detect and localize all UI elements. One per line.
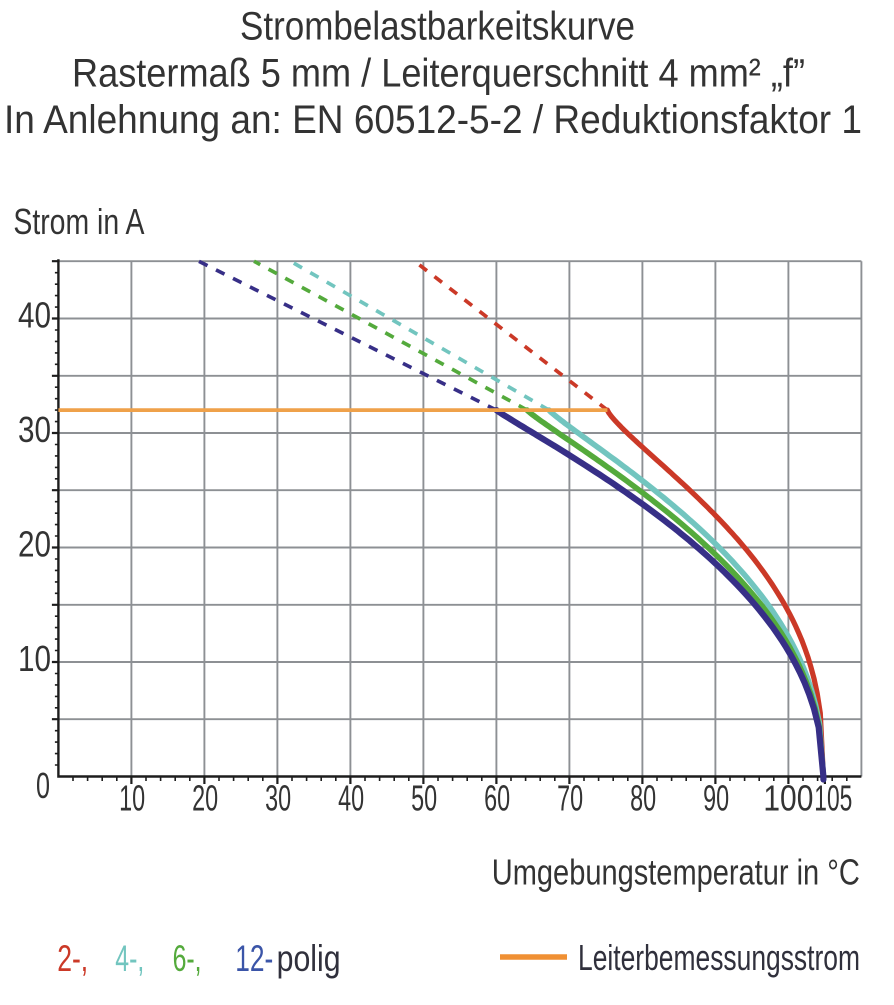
svg-text:30: 30: [265, 778, 291, 819]
svg-text:Strom in A: Strom in A: [13, 201, 144, 242]
svg-text:70: 70: [557, 778, 583, 819]
svg-text:2-,: 2-,: [57, 938, 88, 979]
svg-text:Rastermaß 5 mm / Leiterquersch: Rastermaß 5 mm / Leiterquerschnitt 4 mm²…: [72, 52, 805, 96]
svg-text:Strombelastbarkeitskurve: Strombelastbarkeitskurve: [240, 5, 635, 49]
svg-text:40: 40: [18, 294, 51, 335]
svg-text:50: 50: [411, 778, 437, 819]
svg-text:Umgebungstemperatur in °C: Umgebungstemperatur in °C: [492, 851, 860, 892]
svg-text:Leiterbemessungsstrom: Leiterbemessungsstrom: [578, 937, 860, 978]
svg-text:polig: polig: [277, 938, 341, 979]
svg-text:4-,: 4-,: [115, 938, 144, 979]
svg-text:6-,: 6-,: [173, 938, 202, 979]
svg-text:12-: 12-: [235, 938, 273, 979]
svg-text:0: 0: [36, 765, 50, 806]
svg-text:In Anlehnung an: EN 60512-5-2: In Anlehnung an: EN 60512-5-2 / Reduktio…: [4, 98, 862, 142]
svg-text:30: 30: [18, 409, 51, 450]
svg-text:20: 20: [192, 778, 218, 819]
svg-text:80: 80: [630, 778, 656, 819]
svg-text:40: 40: [338, 778, 364, 819]
svg-text:105: 105: [814, 778, 852, 819]
svg-text:90: 90: [703, 778, 729, 819]
svg-text:100: 100: [763, 778, 813, 819]
svg-text:20: 20: [18, 523, 51, 564]
svg-text:10: 10: [18, 638, 51, 679]
svg-text:60: 60: [484, 778, 510, 819]
svg-text:10: 10: [119, 778, 145, 819]
